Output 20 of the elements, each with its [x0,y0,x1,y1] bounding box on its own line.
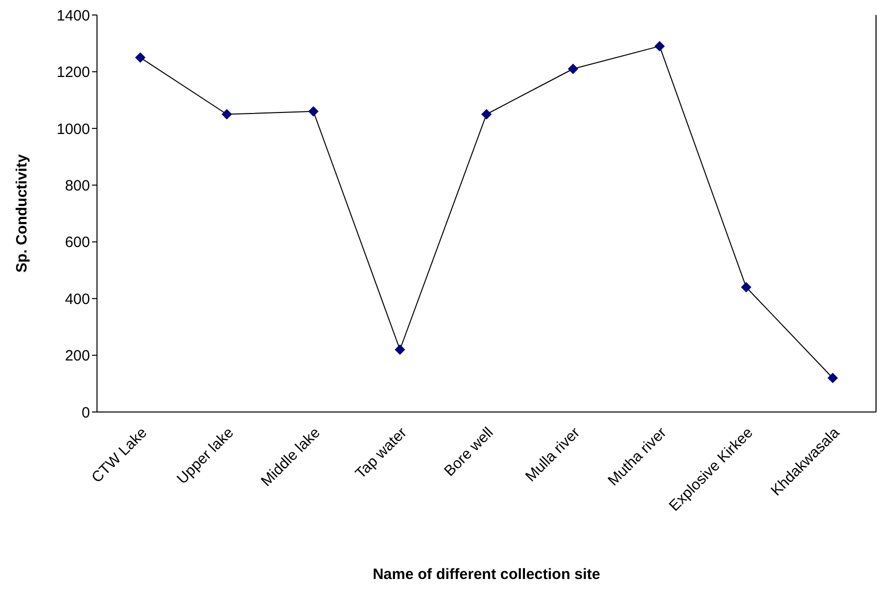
y-tick-label: 0 [82,404,90,422]
point [394,344,405,355]
y-tick-label: 800 [64,177,90,194]
y-tick-label: 600 [64,234,90,252]
point [135,52,146,63]
x-axis-title: Name of different collection site [372,566,600,583]
y-tick-label: 1000 [56,120,90,138]
y-tick-label: 1400 [56,7,90,24]
point [654,41,665,52]
y-tick-label: 1200 [56,64,90,82]
y-axis-title: Sp. Conductivity [14,154,30,273]
point [741,282,752,292]
point [308,106,318,116]
point [568,64,578,74]
y-tick-label: 400 [64,290,90,308]
x-tick-label: Bore well [441,424,497,480]
point [222,109,232,120]
point [482,109,492,120]
y-tick-label: 200 [64,348,90,365]
point [828,372,838,383]
